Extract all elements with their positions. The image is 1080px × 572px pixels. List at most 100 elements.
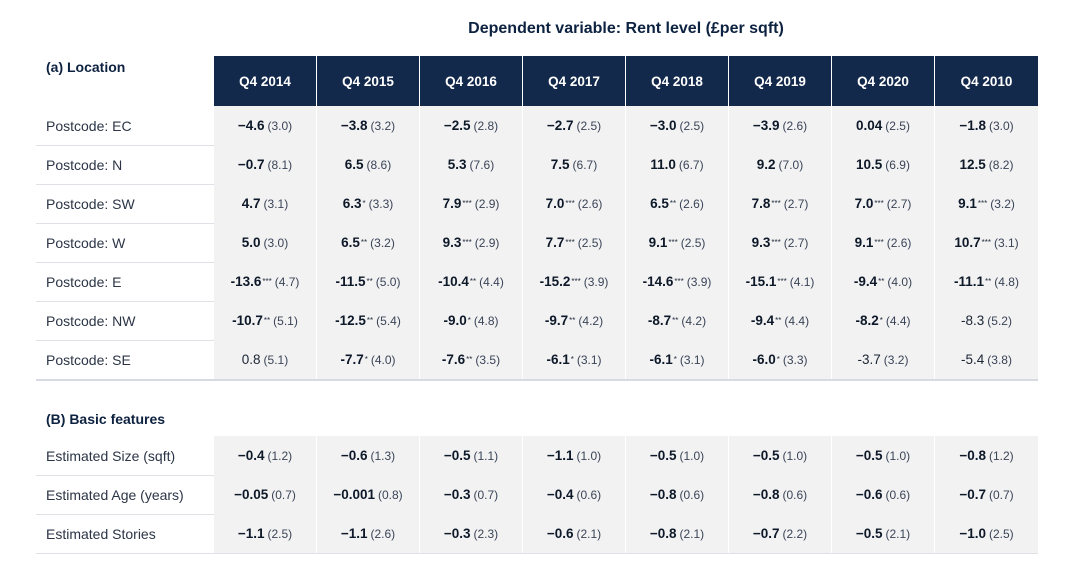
table-cell: −2.7 (2.5) — [523, 106, 626, 145]
coefficient: -6.0 — [752, 352, 776, 367]
table-cell: 6.5 ** (2.6) — [626, 184, 729, 223]
standard-error: (0.6) — [679, 487, 705, 502]
table-row: Postcode: E -13.6 *** (4.7) -11.5 ** (5.0) -10.… — [36, 262, 1038, 301]
table-cell: −3.9 (2.6) — [729, 106, 832, 145]
coefficient: −3.0 — [649, 118, 677, 133]
coefficient: −3.8 — [340, 118, 368, 133]
standard-error: (2.6) — [679, 196, 704, 211]
standard-error: (3.2) — [370, 235, 395, 250]
table-cell: -11.5 ** (5.0) — [317, 262, 420, 301]
standard-error: (2.7) — [886, 196, 912, 211]
standard-error: (2.9) — [474, 196, 500, 211]
coefficient: -7.6 — [441, 352, 466, 367]
column-header: Q4 2015 — [317, 56, 420, 106]
table-cell: -6.1 * (3.1) — [523, 340, 626, 379]
coefficient: 6.5 — [344, 157, 364, 172]
coefficient: 7.8 — [751, 196, 771, 211]
standard-error: (7.0) — [778, 157, 804, 172]
standard-error: (0.6) — [782, 487, 808, 502]
table-cell: 4.7 (3.1) — [214, 184, 317, 223]
standard-error: (1.0) — [782, 448, 808, 463]
table-cell: −4.6 (3.0) — [214, 106, 317, 145]
standard-error: (1.2) — [988, 448, 1014, 463]
standard-error: (8.2) — [988, 157, 1014, 172]
table-cell: -13.6 *** (4.7) — [214, 262, 317, 301]
standard-error: (0.6) — [885, 487, 911, 502]
standard-error: (4.0) — [370, 352, 396, 367]
table-cell: −1.1 (2.5) — [214, 514, 317, 553]
standard-error: (0.7) — [271, 487, 296, 502]
table-cell: −0.7 (8.1) — [214, 145, 317, 184]
table-cell: -10.4 ** (4.4) — [420, 262, 523, 301]
coefficient: 9.3 — [442, 235, 462, 250]
standard-error: (4.0) — [887, 274, 913, 289]
coefficient: -7.7 — [340, 352, 364, 367]
standard-error: (2.5) — [576, 118, 602, 133]
table-cell: −1.0 (2.5) — [935, 514, 1038, 553]
coefficient: -9.7 — [544, 313, 569, 328]
coefficient: −1.1 — [237, 526, 265, 541]
table-row: Postcode: W 5.0 (3.0) 6.5 ** (3.2) 9.3 *** (2.9)… — [36, 223, 1038, 262]
coefficient: -3.7 — [857, 352, 881, 367]
standard-error: (3.1) — [263, 196, 289, 211]
standard-error: (0.6) — [576, 487, 602, 502]
table-cell: -8.7 ** (4.2) — [626, 301, 729, 340]
coefficient: −0.6 — [546, 526, 574, 541]
coefficient: −1.0 — [959, 526, 986, 541]
coefficient: −2.7 — [546, 118, 574, 133]
table-row: Postcode: NW -10.7 ** (5.1) -12.5 ** (5.4) -9.0… — [36, 301, 1038, 340]
coefficient: -11.5 — [335, 274, 366, 289]
coefficient: -8.2 — [855, 313, 879, 328]
table-cell: −0.001 (0.8) — [317, 475, 420, 514]
standard-error: (5.0) — [375, 274, 401, 289]
standard-error: (0.8) — [377, 487, 403, 502]
table-cell: -9.7 ** (4.2) — [523, 301, 626, 340]
standard-error: (1.3) — [370, 448, 396, 463]
standard-error: (2.3) — [473, 526, 499, 541]
coefficient: −0.8 — [649, 487, 677, 502]
table-cell: 9.1 *** (2.6) — [832, 223, 935, 262]
coefficient: 9.3 — [751, 235, 771, 250]
standard-error: (3.2) — [883, 352, 909, 367]
standard-error: (3.1) — [679, 352, 705, 367]
table-cell: 6.5 (8.6) — [317, 145, 420, 184]
standard-error: (4.4) — [784, 313, 810, 328]
table-cell: 11.0 (6.7) — [626, 145, 729, 184]
standard-error: (5.1) — [263, 352, 289, 367]
standard-error: (0.7) — [473, 487, 499, 502]
coefficient: −0.05 — [234, 487, 269, 502]
table-cell: 10.7 *** (3.1) — [935, 223, 1038, 262]
table-cell: -5.4 (3.8) — [935, 340, 1038, 379]
standard-error: (3.3) — [368, 196, 394, 211]
table-row: Estimated Age (years) −0.05 (0.7) −0.001 (0.… — [36, 475, 1038, 514]
standard-error: (3.3) — [782, 352, 808, 367]
column-header: Q4 2017 — [523, 56, 626, 106]
coefficient: −1.8 — [959, 118, 986, 133]
coefficient: -9.4 — [750, 313, 775, 328]
coefficient: −0.6 — [855, 487, 883, 502]
coefficient: −1.1 — [340, 526, 368, 541]
standard-error: (2.2) — [782, 526, 808, 541]
row-label: Estimated Stories — [46, 525, 156, 542]
standard-error: (8.6) — [366, 157, 392, 172]
column-header: Q4 2016 — [420, 56, 523, 106]
table-cell: −0.6 (1.3) — [317, 436, 420, 475]
standard-error: (3.5) — [475, 352, 501, 367]
standard-error: (4.8) — [473, 313, 499, 328]
coefficient: 10.5 — [856, 157, 883, 172]
standard-error: (6.7) — [572, 157, 598, 172]
table-cell: 0.8 (5.1) — [214, 340, 317, 379]
table-row: Postcode: SE 0.8 (5.1) -7.7 * (4.0) -7.6 ** (3.5… — [36, 340, 1038, 379]
table-cell: -9.4 ** (4.0) — [832, 262, 935, 301]
table-cell: −0.3 (0.7) — [420, 475, 523, 514]
table-cell: −0.5 (1.1) — [420, 436, 523, 475]
coefficient: -6.1 — [546, 352, 570, 367]
coefficient: -8.7 — [647, 313, 672, 328]
standard-error: (2.5) — [885, 118, 910, 133]
row-label: Estimated Size (sqft) — [46, 447, 176, 464]
coefficient: -11.1 — [954, 274, 985, 289]
table-cell: −1.1 (1.0) — [523, 436, 626, 475]
row-label: Postcode: E — [46, 273, 122, 290]
coefficient: -14.6 — [642, 274, 674, 289]
standard-error: (3.9) — [583, 274, 609, 289]
